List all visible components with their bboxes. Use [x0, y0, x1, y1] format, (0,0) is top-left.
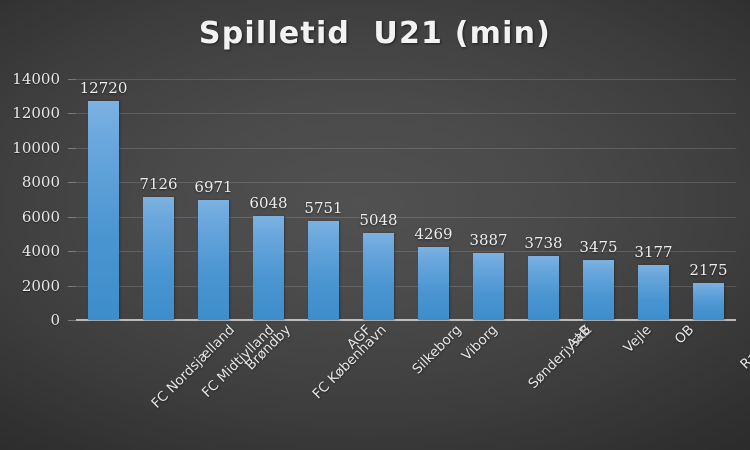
y-axis-tick-label: 12000	[12, 104, 60, 123]
bar-value-label: 6048	[249, 193, 288, 212]
x-axis-category-label: Silkeborg	[408, 322, 465, 378]
y-axis-tick-label: 14000	[12, 70, 60, 88]
bar-value-label: 3177	[634, 243, 673, 262]
bar-value-label: 3738	[524, 233, 563, 252]
bar[interactable]	[418, 246, 449, 320]
bar[interactable]	[198, 200, 229, 320]
gridline	[76, 113, 736, 115]
bar[interactable]	[308, 221, 339, 320]
x-axis-category-label: Viborg	[458, 322, 501, 365]
y-axis-tick-label: 0	[50, 311, 60, 329]
gridline	[76, 216, 736, 218]
y-axis-tick	[68, 79, 76, 80]
bar-value-label: 4269	[414, 224, 453, 243]
bar[interactable]	[363, 233, 394, 320]
y-axis-tick-label: 6000	[21, 207, 60, 226]
y-axis-tick	[68, 251, 76, 253]
y-axis-tick	[68, 285, 76, 287]
bar[interactable]	[693, 282, 724, 320]
gridline	[76, 285, 736, 287]
x-axis: FC Nordsjælland FC Midtjylland Brøndby FC K…	[76, 322, 750, 450]
bar[interactable]	[473, 253, 504, 320]
bar-value-label: 6971	[194, 177, 233, 196]
y-axis-tick-label: 10000	[12, 138, 60, 157]
chart-title: Spilletid U21 (min)	[198, 16, 552, 51]
bar-value-label: 3887	[469, 231, 508, 250]
bar-value-label: 12720	[79, 79, 128, 98]
bar[interactable]	[638, 265, 669, 320]
bar[interactable]	[528, 255, 559, 320]
bar[interactable]	[88, 101, 119, 320]
x-axis-category-label: Vejle	[619, 322, 655, 357]
bar-value-label: 3475	[579, 238, 618, 257]
bar-value-label: 5751	[304, 199, 343, 217]
bar[interactable]	[253, 215, 284, 320]
bar[interactable]	[143, 197, 174, 320]
y-axis: 0 2000 4000 6000 8000 10000 12000 14000	[0, 70, 68, 329]
bar-value-label: 7126	[139, 175, 178, 194]
y-axis-tick	[68, 147, 76, 149]
y-axis-tick	[68, 320, 76, 321]
bar-value-label: 5048	[359, 211, 398, 230]
y-axis-tick-label: 2000	[21, 276, 60, 295]
gridline	[76, 79, 736, 80]
axis-baseline	[76, 319, 736, 321]
gridline	[76, 182, 736, 184]
bar[interactable]	[583, 260, 614, 320]
plot-area: 12720 7126 6971 6048 5751 5048 4269 3887 3738 347…	[68, 79, 736, 321]
x-axis-category-label: FC København	[309, 322, 390, 403]
bar-value-label: 2175	[689, 260, 728, 279]
gridline	[76, 147, 736, 149]
y-axis-tick	[68, 182, 76, 184]
y-axis-tick-label: 4000	[21, 242, 60, 261]
x-axis-category-label: OB	[671, 322, 697, 348]
y-axis-tick-label: 8000	[21, 173, 60, 192]
gridline	[76, 251, 736, 253]
y-axis-tick	[68, 113, 76, 115]
x-axis-category-label: Randers	[736, 322, 750, 373]
y-axis-tick	[68, 216, 76, 218]
